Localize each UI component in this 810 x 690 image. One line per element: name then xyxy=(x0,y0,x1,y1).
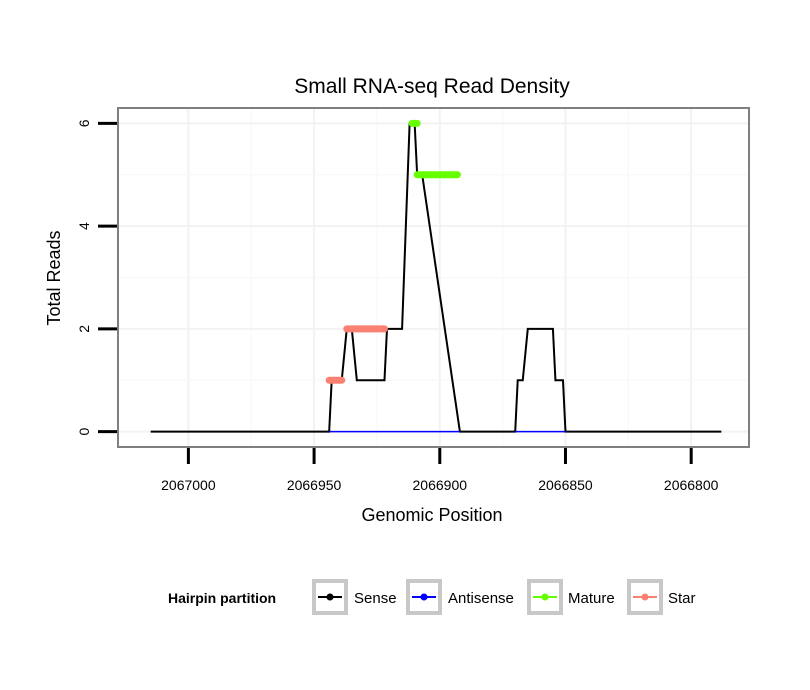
legend-label: Antisense xyxy=(448,590,514,607)
legend-label: Sense xyxy=(354,590,397,607)
legend-title: Hairpin partition xyxy=(168,590,276,606)
x-tick-label: 2067000 xyxy=(161,477,216,493)
y-tick-label: 0 xyxy=(76,427,92,435)
plot-series xyxy=(150,119,722,433)
chart-title: Small RNA-seq Read Density xyxy=(294,75,570,98)
legend-key-point xyxy=(541,593,549,601)
legend-item-antisense: Antisense xyxy=(406,579,514,615)
legend-item-sense: Sense xyxy=(312,579,397,615)
y-axis-ticks: 0 2 4 6 xyxy=(76,119,118,435)
legend-item-star: Star xyxy=(627,579,696,615)
y-tick-label: 2 xyxy=(76,325,92,333)
x-axis-label: Genomic Position xyxy=(361,505,502,525)
x-tick-label: 2066900 xyxy=(413,477,468,493)
y-tick-label: 4 xyxy=(76,222,92,230)
y-tick-label: 6 xyxy=(76,119,92,127)
plot-panel-border xyxy=(117,107,750,448)
legend-label: Mature xyxy=(568,590,615,607)
x-axis-ticks: 2067000 2066950 2066900 2066850 2066800 xyxy=(161,447,719,493)
x-tick-label: 2066850 xyxy=(538,477,593,493)
grid xyxy=(118,108,749,447)
legend-key-point xyxy=(420,593,428,601)
series-mature xyxy=(408,119,461,179)
legend-key-point xyxy=(641,593,649,601)
series-star xyxy=(325,325,388,384)
legend-key-point xyxy=(326,593,334,601)
legend: Sense Antisense Mature Star xyxy=(312,579,696,615)
x-tick-label: 2066800 xyxy=(664,477,719,493)
legend-label: Star xyxy=(668,590,696,607)
legend-item-mature: Mature xyxy=(527,579,615,615)
y-axis-label: Total Reads xyxy=(44,230,64,325)
x-tick-label: 2066950 xyxy=(287,477,342,493)
